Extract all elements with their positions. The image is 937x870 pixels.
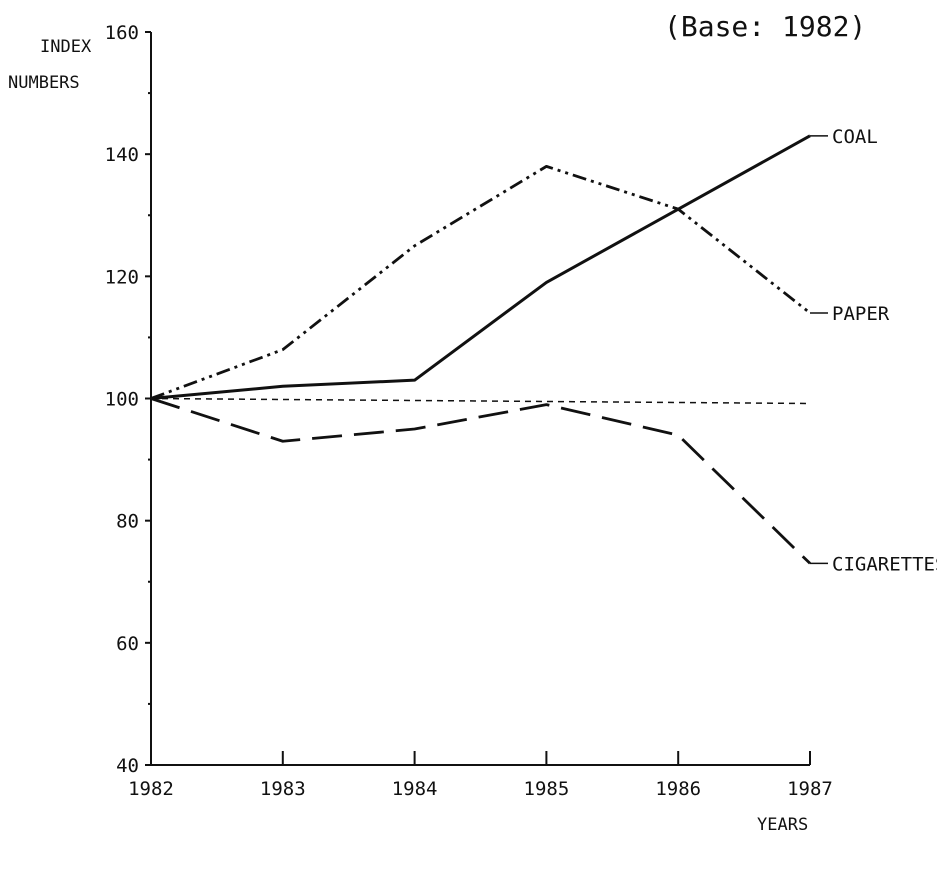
- x-axis-title: YEARS: [757, 815, 808, 835]
- x-tick-label-1983: 1983: [260, 778, 306, 800]
- series-line-cigarettes: [150, 397, 811, 565]
- chart-title: (Base: 1982): [664, 10, 866, 43]
- series-label-paper: PAPER: [832, 303, 890, 325]
- series-label-cigarettes: CIGARETTES: [832, 553, 937, 575]
- series-line-coal: [150, 134, 811, 400]
- series-line-paper: [150, 164, 811, 400]
- reference-line-group: [150, 397, 811, 405]
- x-tick-label-1986: 1986: [655, 778, 701, 800]
- y-tick-label-100: 100: [105, 389, 139, 411]
- y-tick-label-140: 140: [105, 144, 139, 166]
- y-tick-label-120: 120: [105, 266, 139, 288]
- x-axis-ticks: 1982 1983 1984 1985 1986 1987: [128, 751, 833, 800]
- y-axis-ticks: 40 60 80 100 120 140 160: [105, 22, 151, 777]
- series-label-coal: COAL: [832, 126, 878, 148]
- x-tick-label-1987: 1987: [787, 778, 833, 800]
- y-axis-title-line-1: INDEX: [40, 37, 92, 57]
- y-tick-label-60: 60: [116, 633, 139, 655]
- y-tick-label-80: 80: [116, 511, 139, 533]
- x-tick-label-1985: 1985: [524, 778, 570, 800]
- y-axis-title-line-2: NUMBERS: [8, 73, 80, 93]
- y-tick-label-40: 40: [116, 755, 139, 777]
- x-tick-label-1984: 1984: [392, 778, 438, 800]
- reference-line-100: [150, 397, 811, 405]
- y-tick-label-160: 160: [105, 22, 139, 44]
- series-group: COAL PAPER CIGARETTES: [150, 126, 937, 575]
- x-tick-label-1982: 1982: [128, 778, 174, 800]
